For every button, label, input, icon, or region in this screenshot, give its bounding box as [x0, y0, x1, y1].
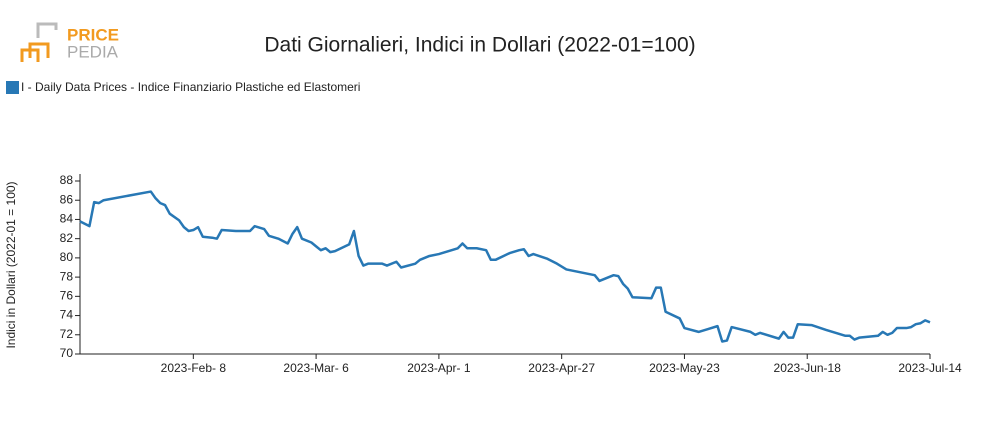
y-tick-label: 80 [60, 250, 74, 264]
y-tick-label: 82 [60, 231, 74, 245]
chart-title: Dati Giornalieri, Indici in Dollari (202… [264, 34, 695, 57]
y-axis-label: Indici in Dollari (2022-01 = 100) [4, 181, 18, 348]
y-tick-label: 76 [60, 289, 74, 303]
x-tick-label: 2023-Apr- 1 [407, 361, 471, 375]
legend-label[interactable]: I - Daily Data Prices - Indice Finanziar… [21, 80, 360, 94]
legend-swatch [6, 81, 19, 94]
logo: PRICE PEDIA [20, 22, 119, 62]
x-tick-label: 2023-Apr-27 [528, 361, 595, 375]
logo-text: PEDIA [67, 42, 119, 61]
data-line [79, 190, 931, 343]
y-tick-label: 84 [60, 212, 74, 226]
x-tick-label: 2023-Feb- 8 [161, 361, 227, 375]
x-tick-label: 2023-May-23 [649, 361, 720, 375]
logo-mark [36, 22, 58, 38]
x-tick-label: 2023-Mar- 6 [283, 361, 349, 375]
y-tick-label: 72 [60, 327, 74, 341]
logo-text: PRICE [67, 25, 119, 44]
x-tick-label: 2023-Jun-18 [774, 361, 842, 375]
y-tick-label: 86 [60, 192, 74, 206]
y-tick-label: 70 [60, 346, 74, 360]
y-tick-label: 78 [60, 269, 74, 283]
y-tick-label: 88 [60, 173, 74, 187]
y-tick-label: 74 [60, 308, 74, 322]
x-tick-label: 2023-Jul-14 [898, 361, 962, 375]
logo-mark [20, 48, 40, 62]
